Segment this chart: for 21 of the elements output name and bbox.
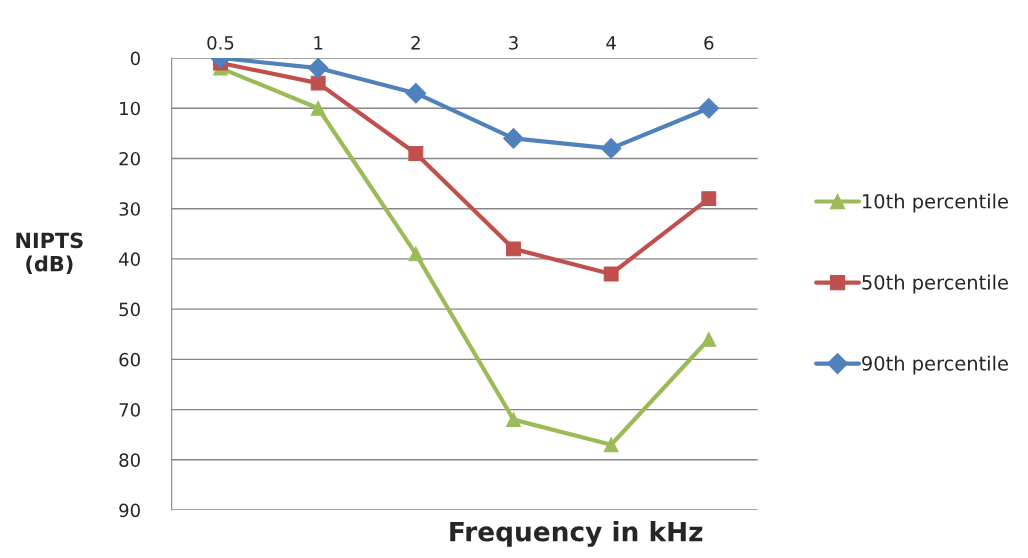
y-tick-label: 90 <box>119 503 140 518</box>
x-axis-title: Frequency in kHz <box>450 521 703 547</box>
x-tick-label: 4 <box>606 36 616 50</box>
y-tick-label: 60 <box>119 352 140 367</box>
y-tick-label: 10 <box>120 101 140 116</box>
x-tick-label: 1 <box>314 36 323 50</box>
x-tick-label: 0.5 <box>207 36 234 50</box>
legend-label: 90th percentile <box>862 355 1008 375</box>
y-tick-label: 30 <box>119 202 140 216</box>
legend-label: 10th percentile <box>863 193 1008 213</box>
y-axis-title: NIPTS (dB) <box>16 232 83 275</box>
legend-label: 50th percentile <box>862 274 1008 294</box>
y-tick-label: 20 <box>119 151 140 166</box>
y-tick-label: 0 <box>130 51 140 66</box>
x-tick-label: 6 <box>704 36 714 50</box>
x-tick-label: 2 <box>411 36 420 50</box>
x-tick-label: 3 <box>509 36 518 50</box>
y-tick-label: 50 <box>119 302 140 317</box>
y-tick-label: 70 <box>119 403 140 417</box>
y-tick-label: 40 <box>119 252 140 267</box>
y-tick-label: 80 <box>119 453 140 467</box>
